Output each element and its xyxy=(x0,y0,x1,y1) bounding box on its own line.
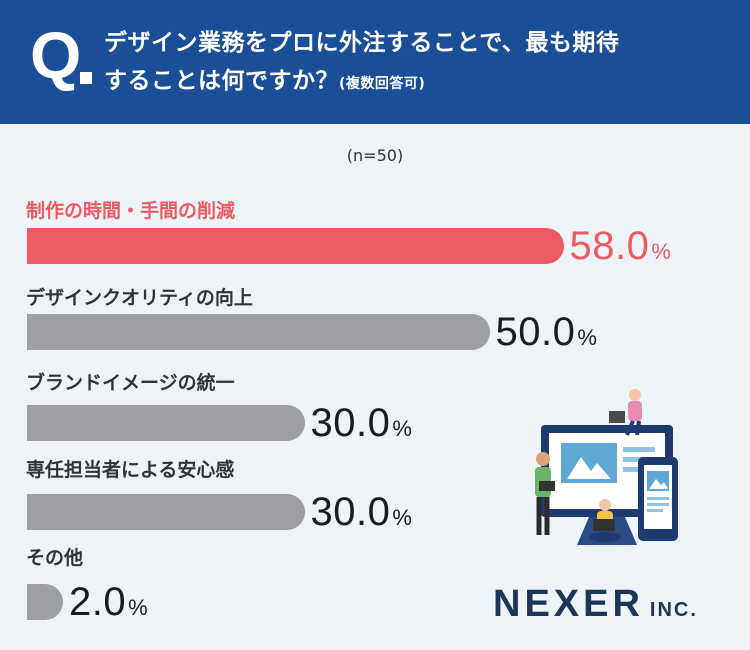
bar xyxy=(27,228,564,264)
person-top-body xyxy=(628,401,642,421)
question-text: デザイン業務をプロに外注することで、最も期待 することは何ですか？(複数回答可) xyxy=(104,24,729,103)
value-unit: % xyxy=(128,595,149,620)
logo-sub: INC. xyxy=(649,599,698,621)
question-note: (複数回答可) xyxy=(339,76,426,92)
value-label: 30.0% xyxy=(311,401,413,451)
logo-main: NEXER xyxy=(493,583,644,625)
question-line-1: デザイン業務をプロに外注することで、最も期待 xyxy=(104,30,620,56)
value-unit: % xyxy=(651,239,672,264)
value-number: 50.0 xyxy=(495,310,576,354)
value-unit: % xyxy=(392,416,413,441)
person-sitting-head xyxy=(599,499,611,511)
sample-size: (n=50) xyxy=(346,146,404,165)
q-dot xyxy=(80,72,92,84)
question-line-2: することは何ですか？(複数回答可) xyxy=(104,62,729,103)
q-mark: Q xyxy=(30,18,82,92)
value-number: 2.0 xyxy=(69,580,127,624)
category-label: 専任担当者による安心感 xyxy=(26,459,235,481)
category-label: ブランドイメージの統一 xyxy=(26,372,235,394)
category-label: 制作の時間・手間の削減 xyxy=(26,200,236,222)
category-label: デザインクオリティの向上 xyxy=(26,287,253,309)
value-label: 50.0% xyxy=(496,310,598,360)
question-header: Q デザイン業務をプロに外注することで、最も期待 することは何ですか？(複数回答… xyxy=(0,0,750,124)
bar xyxy=(27,405,305,441)
category-label: その他 xyxy=(26,547,84,569)
value-number: 30.0 xyxy=(310,490,391,534)
bar xyxy=(27,314,490,350)
person-left-head xyxy=(536,452,550,466)
value-label: 30.0% xyxy=(311,490,413,540)
question-line-2-text: することは何ですか？ xyxy=(104,68,339,94)
value-label: 58.0% xyxy=(570,224,672,274)
value-number: 30.0 xyxy=(310,401,391,445)
value-label: 2.0% xyxy=(69,580,148,630)
mountain-icon xyxy=(567,457,611,479)
people-devices-illustration xyxy=(535,389,678,545)
value-unit: % xyxy=(392,505,413,530)
phone-mountain-icon xyxy=(649,479,668,489)
bar xyxy=(27,584,63,620)
laptop-top xyxy=(609,411,625,423)
company-logo: NEXER INC. xyxy=(493,583,698,626)
value-unit: % xyxy=(577,325,598,350)
value-number: 58.0 xyxy=(569,224,650,268)
laptop-sitting xyxy=(593,519,615,531)
bar xyxy=(27,494,305,530)
person-top-head xyxy=(629,389,641,401)
